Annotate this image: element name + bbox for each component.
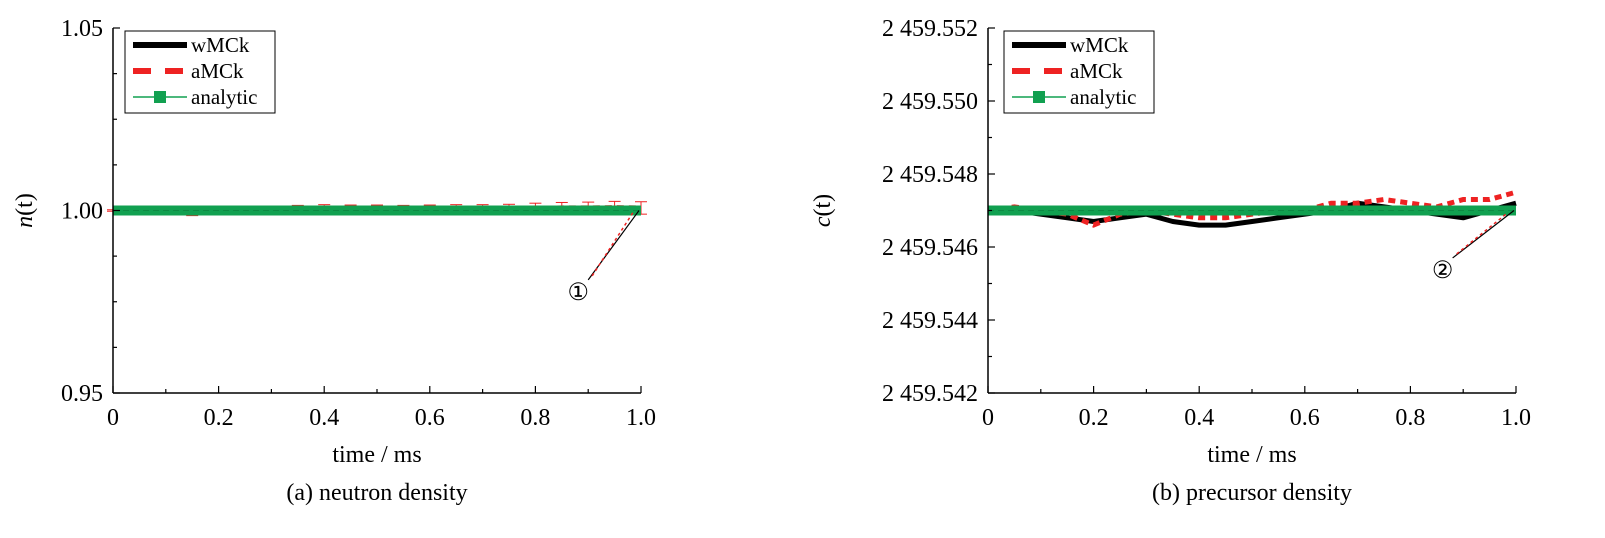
x-tick-label: 0.4 [309, 405, 339, 431]
y-tick-label: 1.05 [61, 16, 103, 42]
y-tick-label: 0.95 [61, 381, 103, 407]
y-axis-label-paren: (t) [810, 194, 836, 217]
series-layer [107, 200, 647, 217]
x-tick-label: 0.6 [1290, 405, 1320, 431]
axes-layer: 0 0.2 0.4 0.6 0.8 1.0 2 459.542 2 459.544 2 459.… [882, 16, 1531, 431]
y-tick-label: 2 459.542 [882, 381, 978, 407]
y-axis-label-main: c [810, 216, 836, 227]
x-tick-label: 1.0 [1501, 405, 1531, 431]
annotation-leader-line-dashed [1456, 211, 1509, 255]
y-axis-label: n(t) [12, 193, 38, 228]
panel-caption: (a) neutron density [286, 480, 467, 506]
annotation: ① [567, 210, 640, 306]
x-tick-label: 0.8 [1395, 405, 1425, 431]
annotation-leader-line-dashed [591, 212, 634, 277]
y-tick-label: 1.00 [61, 199, 103, 225]
annotation-marker: ② [1432, 258, 1454, 284]
legend: wMCk aMCk analytic [1003, 30, 1155, 114]
y-axis-label-main: n [12, 216, 38, 228]
legend-marker-analytic [154, 91, 166, 103]
x-tick-label: 0.8 [520, 405, 550, 431]
legend-label-amck: aMCk [1070, 59, 1123, 83]
legend-label-analytic: analytic [1070, 85, 1136, 109]
x-tick-label: 1.0 [626, 405, 656, 431]
panel-precursor-density: 0 0.2 0.4 0.6 0.8 1.0 2 459.542 2 459.544 2 459.… [810, 16, 1531, 506]
legend-label-amck: aMCk [191, 59, 244, 83]
axes-layer: 0 0.2 0.4 0.6 0.8 1.0 0.95 1.00 1.05 [61, 16, 656, 431]
y-tick-label: 2 459.544 [882, 308, 978, 334]
y-tick-label: 2 459.546 [882, 235, 978, 261]
legend-marker-analytic [1033, 91, 1045, 103]
x-tick-label: 0.6 [415, 405, 445, 431]
legend: wMCk aMCk analytic [124, 30, 276, 114]
legend-label-wmck: wMCk [191, 33, 250, 57]
x-axis-label: time / ms [332, 442, 421, 468]
annotation: ② [1432, 210, 1515, 284]
x-tick-label: 0.2 [1079, 405, 1109, 431]
panel-caption: (b) precursor density [1152, 480, 1352, 506]
annotation-marker: ① [567, 280, 589, 306]
y-tick-label: 2 459.552 [882, 16, 978, 42]
x-tick-label: 0 [107, 405, 119, 431]
y-tick-label: 2 459.550 [882, 89, 978, 115]
annotation-leader-line [1452, 210, 1515, 259]
x-tick-label: 0.2 [204, 405, 234, 431]
panel-neutron-density: 0 0.2 0.4 0.6 0.8 1.0 0.95 1.00 1.05 wMCk aMCk a… [12, 16, 656, 506]
legend-label-analytic: analytic [191, 85, 257, 109]
y-axis-label-paren: (t) [12, 193, 38, 216]
y-tick-label: 2 459.548 [882, 162, 978, 188]
series-layer [987, 189, 1517, 228]
y-axis-label: c(t) [810, 194, 836, 227]
x-tick-label: 0 [982, 405, 994, 431]
legend-label-wmck: wMCk [1070, 33, 1129, 57]
x-axis-label: time / ms [1207, 442, 1296, 468]
x-tick-label: 0.4 [1184, 405, 1214, 431]
